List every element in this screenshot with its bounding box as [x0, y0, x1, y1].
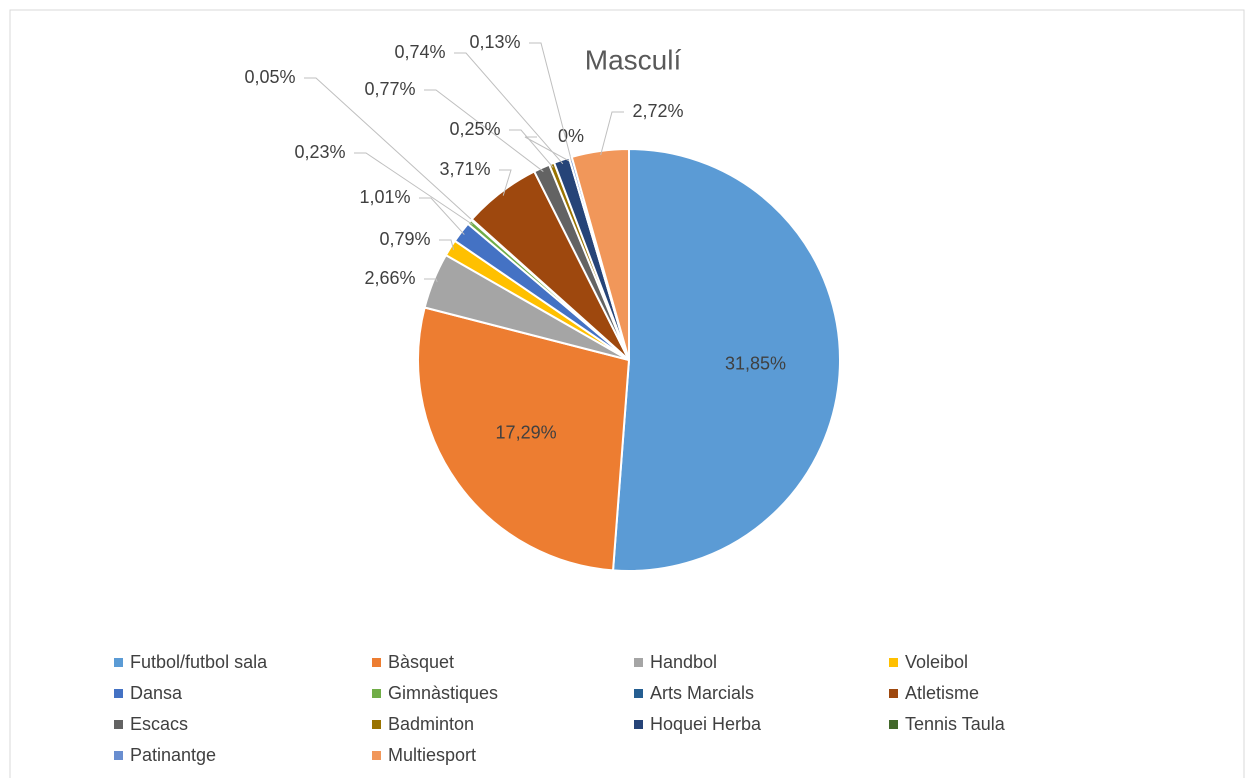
data-label: 3,71% — [439, 159, 490, 179]
legend-label: Patinantge — [130, 745, 216, 765]
legend-swatch — [372, 689, 381, 698]
legend-swatch — [634, 658, 643, 667]
legend-label: Voleibol — [905, 652, 968, 672]
leader-line — [424, 278, 438, 283]
data-label: 0,23% — [294, 142, 345, 162]
data-label: 0,79% — [379, 229, 430, 249]
data-label: 0,05% — [244, 67, 295, 87]
legend-label: Atletisme — [905, 683, 979, 703]
legend-label: Multiesport — [388, 745, 476, 765]
pie-slice — [611, 147, 841, 572]
data-label: 1,01% — [359, 187, 410, 207]
legend-label: Arts Marcials — [650, 683, 754, 703]
legend-swatch — [114, 720, 123, 729]
legend-swatch — [634, 720, 643, 729]
data-label: 31,85% — [725, 354, 786, 374]
leader-line — [600, 111, 624, 156]
leader-line — [529, 42, 573, 162]
leader-line — [424, 89, 544, 172]
leader-line — [524, 136, 571, 162]
legend-swatch — [634, 689, 643, 698]
legend-label: Badminton — [388, 714, 474, 734]
legend-swatch — [114, 689, 123, 698]
legend-swatch — [372, 751, 381, 760]
leader-line — [354, 152, 473, 225]
legend-label: Hoquei Herba — [650, 714, 762, 734]
leader-line — [454, 52, 564, 165]
data-label: 0,74% — [394, 42, 445, 62]
data-label: 17,29% — [496, 422, 557, 442]
leader-line — [439, 239, 455, 251]
leader-line — [419, 197, 465, 235]
data-label: 0,13% — [469, 32, 520, 52]
legend-label: Gimnàstiques — [388, 683, 498, 703]
legend-swatch — [889, 720, 898, 729]
data-label: 0,25% — [449, 119, 500, 139]
legend-label: Futbol/futbol sala — [130, 652, 268, 672]
legend-label: Handbol — [650, 652, 717, 672]
leader-line — [509, 129, 554, 168]
legend-swatch — [372, 720, 381, 729]
data-label: 2,66% — [364, 268, 415, 288]
legend-label: Bàsquet — [388, 652, 454, 672]
legend-swatch — [114, 751, 123, 760]
legend-label: Tennis Taula — [905, 714, 1006, 734]
chart-title: Masculí — [585, 44, 682, 75]
pie-slice — [570, 147, 630, 361]
leader-line — [499, 169, 512, 196]
data-label: 2,72% — [632, 101, 683, 121]
pie-slice — [417, 306, 631, 572]
legend-swatch — [889, 689, 898, 698]
legend-swatch — [889, 658, 898, 667]
data-label: 0,77% — [364, 79, 415, 99]
legend-swatch — [372, 658, 381, 667]
legend-swatch — [114, 658, 123, 667]
data-label: 0% — [558, 126, 584, 146]
leader-line — [304, 77, 475, 223]
legend-label: Dansa — [130, 683, 183, 703]
legend-label: Escacs — [130, 714, 188, 734]
